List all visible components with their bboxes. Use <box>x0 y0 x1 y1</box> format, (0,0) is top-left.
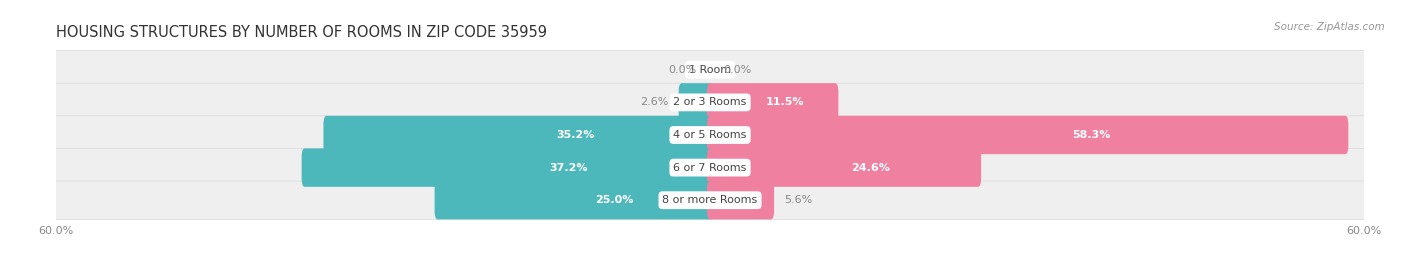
Text: HOUSING STRUCTURES BY NUMBER OF ROOMS IN ZIP CODE 35959: HOUSING STRUCTURES BY NUMBER OF ROOMS IN… <box>56 25 547 40</box>
Text: 11.5%: 11.5% <box>766 97 804 107</box>
FancyBboxPatch shape <box>323 116 713 154</box>
Text: 58.3%: 58.3% <box>1071 130 1111 140</box>
Text: 25.0%: 25.0% <box>596 195 634 205</box>
FancyBboxPatch shape <box>53 116 1367 154</box>
Text: 2.6%: 2.6% <box>640 97 669 107</box>
Text: 4 or 5 Rooms: 4 or 5 Rooms <box>673 130 747 140</box>
Text: 35.2%: 35.2% <box>557 130 595 140</box>
Text: Source: ZipAtlas.com: Source: ZipAtlas.com <box>1274 22 1385 32</box>
FancyBboxPatch shape <box>53 50 1367 89</box>
Text: 0.0%: 0.0% <box>723 65 751 75</box>
Text: 5.6%: 5.6% <box>785 195 813 205</box>
FancyBboxPatch shape <box>434 181 713 220</box>
Text: 1 Room: 1 Room <box>689 65 731 75</box>
Text: 24.6%: 24.6% <box>852 163 890 173</box>
FancyBboxPatch shape <box>707 83 838 122</box>
Text: 0.0%: 0.0% <box>669 65 697 75</box>
FancyBboxPatch shape <box>53 148 1367 187</box>
FancyBboxPatch shape <box>707 181 775 220</box>
FancyBboxPatch shape <box>53 83 1367 122</box>
Text: 6 or 7 Rooms: 6 or 7 Rooms <box>673 163 747 173</box>
Text: 37.2%: 37.2% <box>548 163 588 173</box>
FancyBboxPatch shape <box>53 181 1367 220</box>
FancyBboxPatch shape <box>707 116 1348 154</box>
FancyBboxPatch shape <box>302 148 713 187</box>
Text: 2 or 3 Rooms: 2 or 3 Rooms <box>673 97 747 107</box>
FancyBboxPatch shape <box>707 148 981 187</box>
Text: 8 or more Rooms: 8 or more Rooms <box>662 195 758 205</box>
FancyBboxPatch shape <box>679 83 713 122</box>
